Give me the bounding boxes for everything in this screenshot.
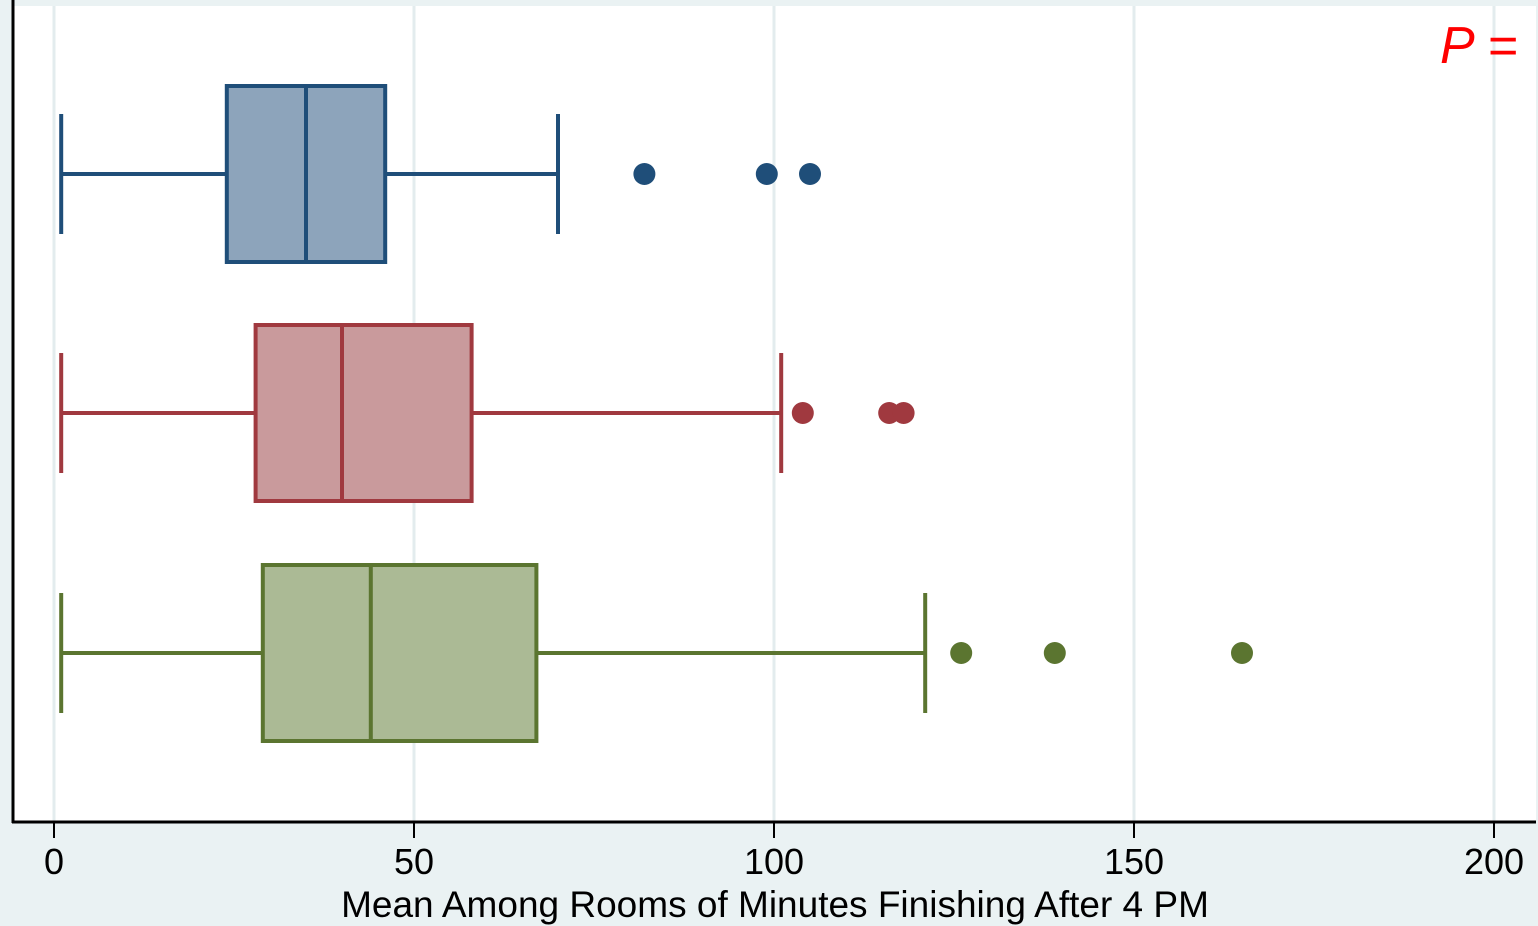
outlier-point [1043, 642, 1066, 664]
iqr-box [253, 323, 474, 503]
outlier-point [755, 163, 778, 185]
x-tick-label: 50 [394, 841, 434, 882]
x-tick-label: 100 [744, 841, 804, 882]
box-series-1 [59, 84, 821, 264]
box-series-3 [59, 563, 1253, 743]
x-tick-label: 0 [44, 841, 64, 882]
x-axis-ticks: 0 50 100 150 200 [44, 822, 1524, 882]
x-tick-label: 150 [1104, 841, 1164, 882]
x-tick-label: 200 [1464, 841, 1524, 882]
outlier-point [1231, 642, 1253, 664]
outlier-point [892, 402, 915, 424]
outlier-point [799, 163, 821, 185]
p-value-annotation: P = [1440, 17, 1518, 75]
box-series-group [59, 84, 1253, 743]
outlier-point [791, 402, 814, 424]
iqr-box [260, 563, 539, 743]
x-axis-title: Mean Among Rooms of Minutes Finishing Af… [341, 884, 1209, 925]
outlier-point [950, 642, 973, 664]
box-series-2 [59, 323, 915, 503]
outlier-point [633, 163, 656, 185]
